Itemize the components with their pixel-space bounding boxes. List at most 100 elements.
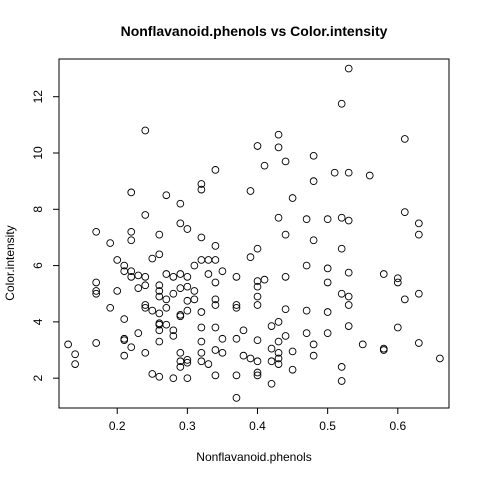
data-point [274,348,283,357]
data-point [267,357,276,366]
data-point [218,267,227,276]
data-point [211,166,220,174]
data-point [365,171,374,180]
data-point [232,334,241,343]
data-point [218,334,227,343]
data-point [288,365,297,374]
data-point [253,277,262,285]
data-point [281,157,290,166]
y-tick-label: 4 [31,318,45,325]
data-point [169,332,178,340]
y-tick-label: 6 [31,262,45,269]
data-point [211,278,220,287]
data-point [155,287,164,295]
data-point [92,227,101,236]
data-point [253,282,262,291]
y-tick-label: 12 [31,90,45,104]
data-point [260,275,269,284]
y-tick-label: 2 [31,375,45,382]
data-point [162,270,171,278]
data-point [253,142,262,150]
data-point [141,211,150,219]
y-tick-label: 8 [31,206,45,213]
data-point [274,360,283,368]
data-point [323,278,332,287]
data-point [127,188,136,197]
data-point [120,351,129,360]
data-point [113,287,122,295]
data-point [197,256,206,264]
data-point [127,272,136,281]
data-point [190,261,199,270]
data-point [169,326,178,335]
data-point [197,323,206,332]
data-point [141,272,150,281]
x-tick-label: 0.3 [179,419,196,433]
data-point [309,236,318,245]
data-point [281,332,290,340]
data-point [204,270,213,278]
data-point [155,230,164,239]
data-point [288,347,297,356]
data-point [232,371,241,380]
data-point [274,213,283,222]
data-point [344,64,353,73]
data-point [239,326,248,335]
data-point [323,215,332,223]
data-point [379,346,388,354]
data-point [302,215,311,223]
data-point [274,318,283,326]
data-point [211,295,220,304]
y-axis-label: Color.intensity [3,225,17,300]
data-point [141,281,150,290]
data-point [134,284,143,292]
data-point [379,270,388,278]
data-point [190,287,199,295]
data-point [344,322,353,330]
data-point [155,326,164,335]
data-point [64,340,72,349]
data-point [197,308,206,316]
data-point [211,301,220,309]
data-point [197,180,206,188]
data-point [309,177,318,186]
data-point [253,301,262,309]
data-point [337,377,346,385]
data-point [141,126,150,135]
data-point [211,371,220,380]
data-point [162,303,171,312]
data-point [302,306,311,315]
data-point [176,357,185,366]
data-point [169,289,178,298]
data-point [302,329,311,337]
data-point [323,264,332,273]
data-point [197,348,206,357]
data-point [400,208,409,216]
data-point [302,261,311,270]
data-point [218,348,227,357]
data-point [337,213,346,222]
data-point [414,219,423,228]
data-point [155,250,164,259]
data-point [155,292,164,301]
data-point [232,272,241,281]
data-point [337,289,346,298]
data-point [176,219,185,228]
data-point [155,309,164,318]
data-point [141,301,150,309]
data-point [176,270,185,278]
data-point [127,227,136,236]
data-point [274,337,283,346]
data-point [127,267,136,276]
data-point [253,357,262,366]
y-axis: 2 4 6 8 10 12 [31,90,60,382]
data-point [337,99,346,108]
data-point [176,348,185,357]
data-point [400,295,409,304]
data-point [246,187,255,195]
data-point [309,340,318,349]
data-point [436,354,444,363]
data-point [267,344,276,353]
data-point [141,303,150,312]
